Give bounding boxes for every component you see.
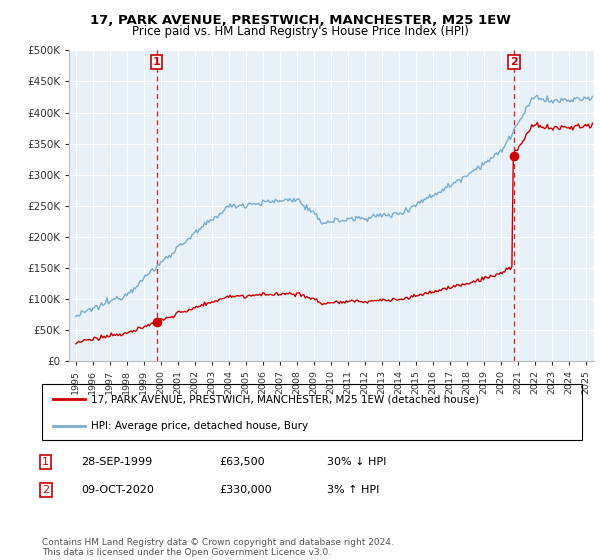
Text: 1: 1	[42, 457, 49, 467]
Text: 1: 1	[152, 57, 160, 67]
Text: 28-SEP-1999: 28-SEP-1999	[81, 457, 152, 467]
Text: 3% ↑ HPI: 3% ↑ HPI	[327, 485, 379, 495]
Text: HPI: Average price, detached house, Bury: HPI: Average price, detached house, Bury	[91, 421, 308, 431]
Text: 17, PARK AVENUE, PRESTWICH, MANCHESTER, M25 1EW: 17, PARK AVENUE, PRESTWICH, MANCHESTER, …	[89, 14, 511, 27]
Text: 2: 2	[42, 485, 49, 495]
Text: £63,500: £63,500	[219, 457, 265, 467]
Text: £330,000: £330,000	[219, 485, 272, 495]
Text: 17, PARK AVENUE, PRESTWICH, MANCHESTER, M25 1EW (detached house): 17, PARK AVENUE, PRESTWICH, MANCHESTER, …	[91, 394, 479, 404]
Text: Contains HM Land Registry data © Crown copyright and database right 2024.
This d: Contains HM Land Registry data © Crown c…	[42, 538, 394, 557]
Text: 09-OCT-2020: 09-OCT-2020	[81, 485, 154, 495]
Text: 30% ↓ HPI: 30% ↓ HPI	[327, 457, 386, 467]
Text: Price paid vs. HM Land Registry's House Price Index (HPI): Price paid vs. HM Land Registry's House …	[131, 25, 469, 38]
Text: 2: 2	[510, 57, 518, 67]
